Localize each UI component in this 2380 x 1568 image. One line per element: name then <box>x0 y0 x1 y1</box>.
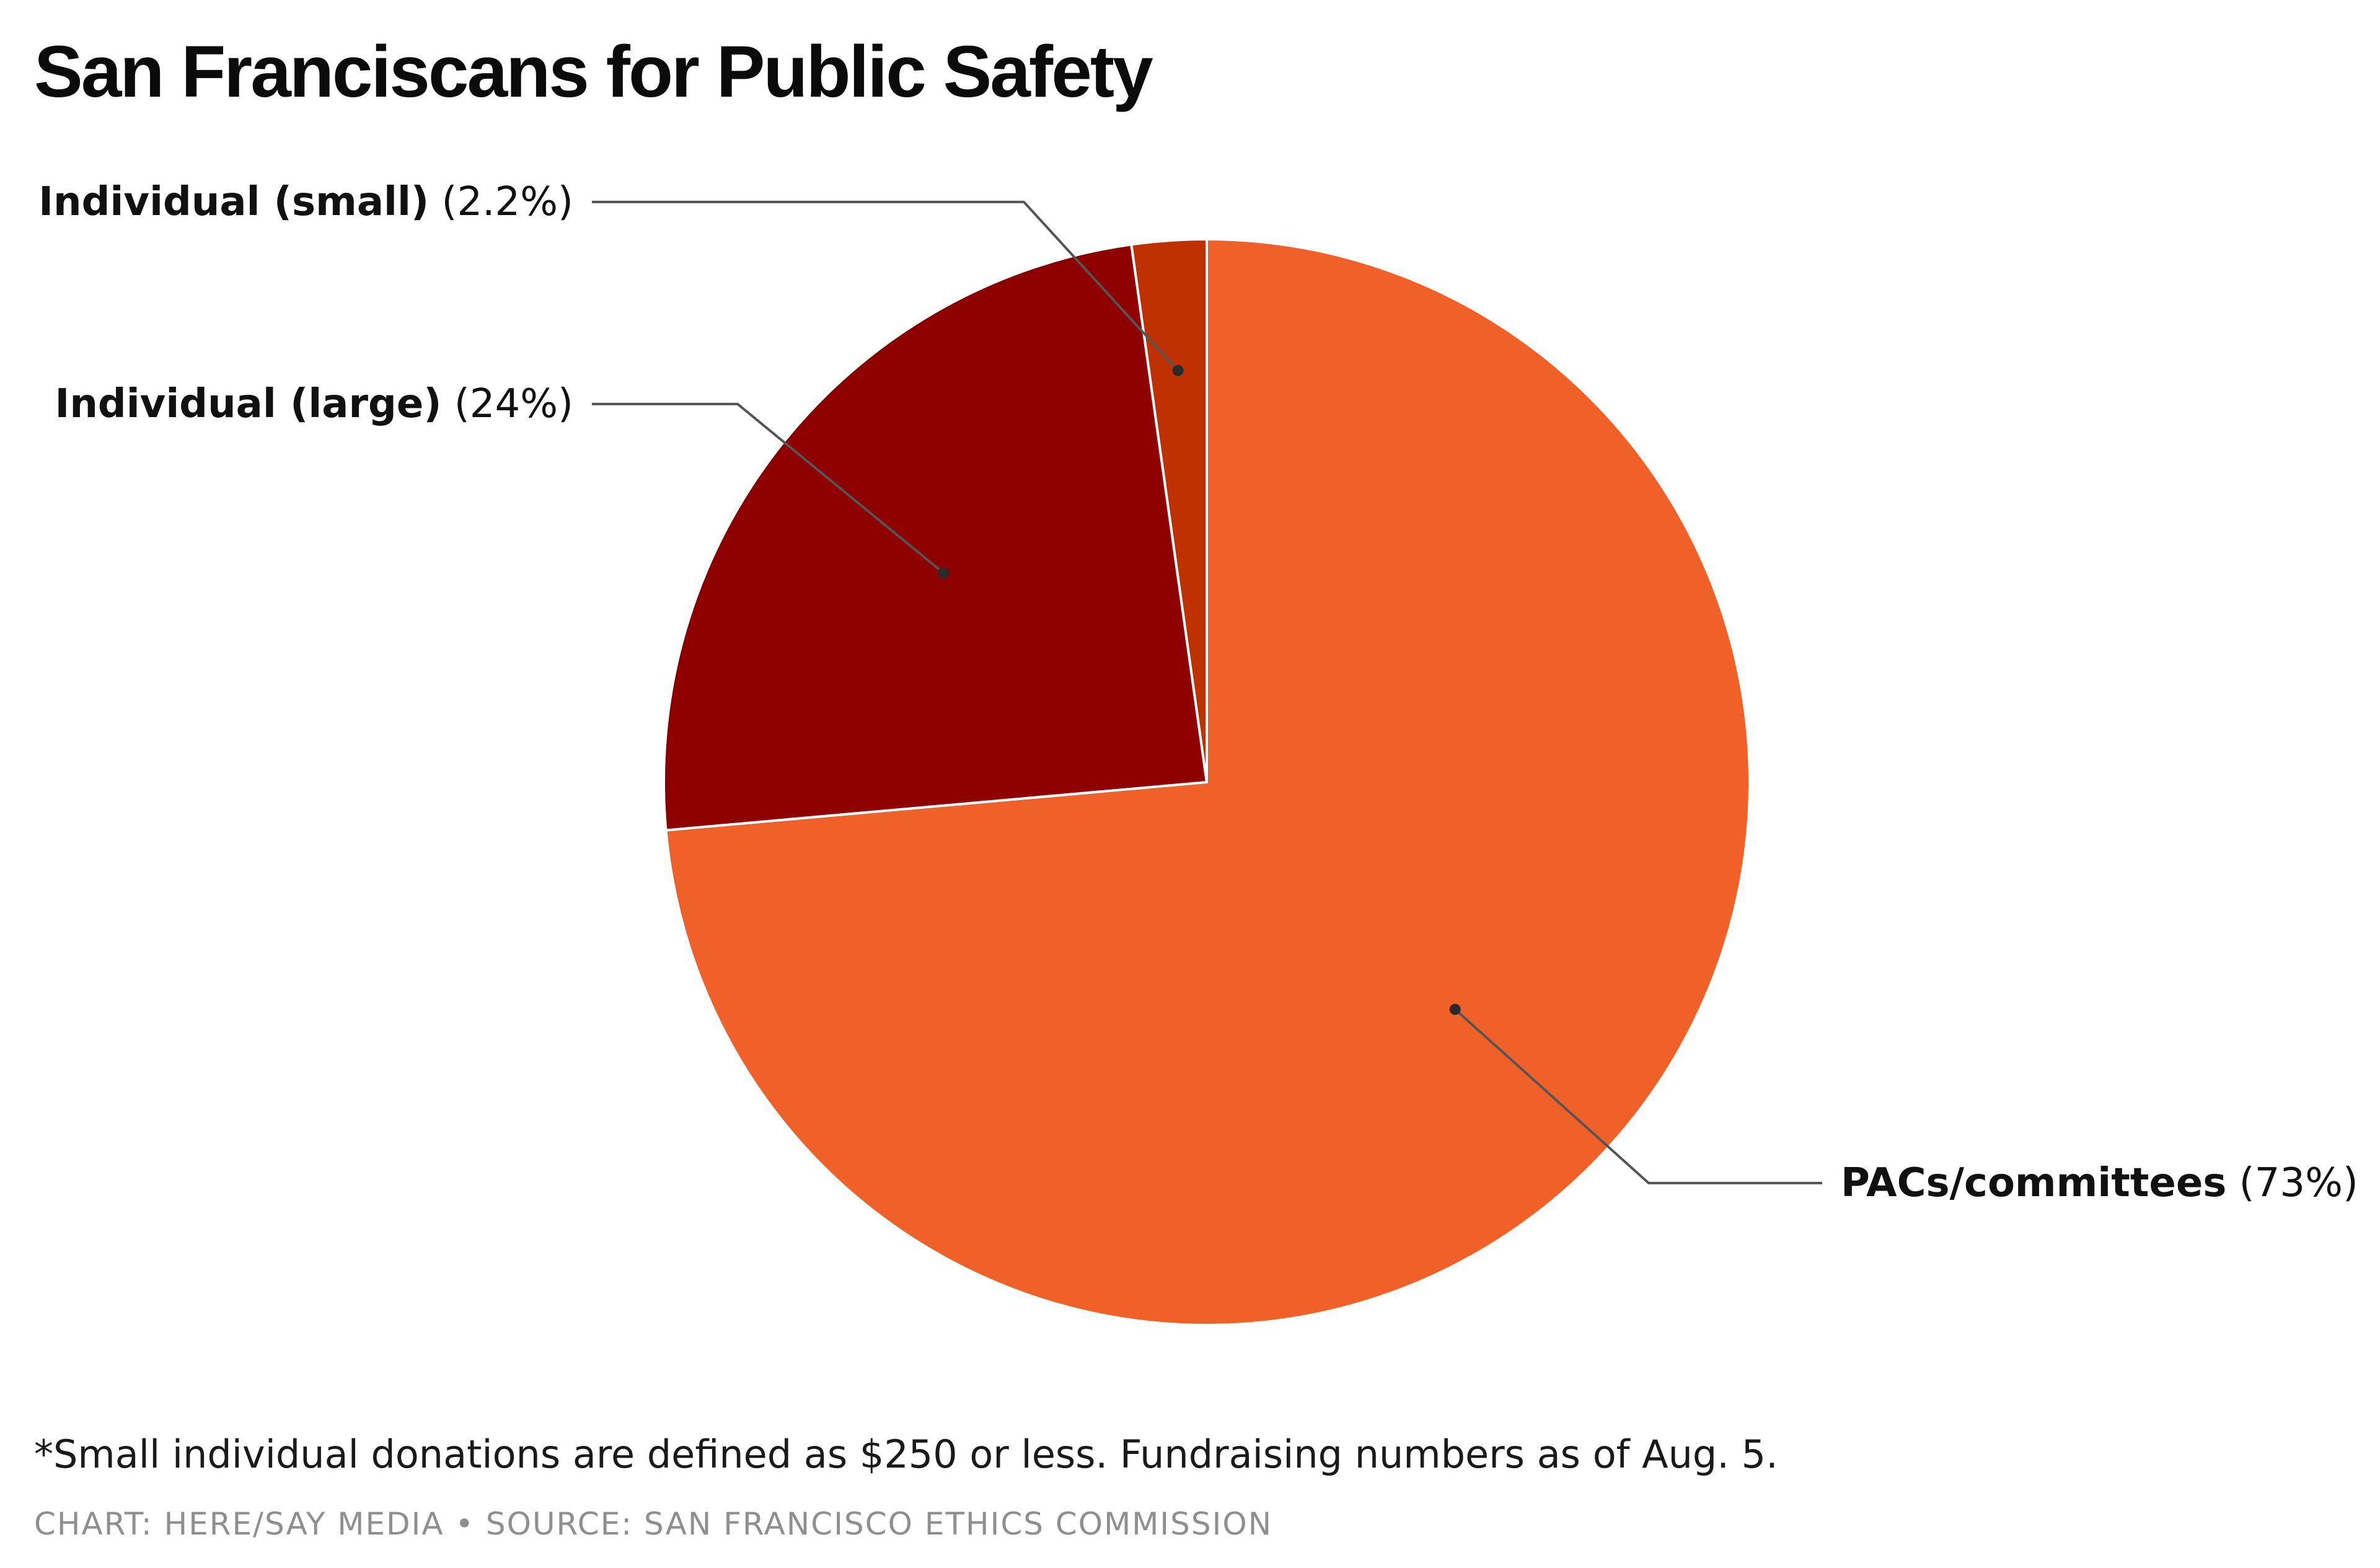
chart-credit: CHART: HERE/SAY MEDIA • SOURCE: SAN FRAN… <box>34 1506 1273 1542</box>
slice-label-percent: (24%) <box>441 381 573 427</box>
slice-label-name: PACs/committees <box>1841 1160 2226 1206</box>
slice-label-name: Individual (large) <box>55 381 442 427</box>
leader-dot-individual-small <box>1172 364 1184 376</box>
pie-slices <box>663 238 1751 1326</box>
slice-label-percent: (73%) <box>2226 1160 2358 1206</box>
pie-slice-individual-small <box>1130 238 1208 783</box>
chart-title: San Franciscans for Public Safety <box>34 31 1153 113</box>
leader-dot-individual-large <box>937 567 949 579</box>
slice-label-individual-large: Individual (large) (24%) <box>55 381 574 427</box>
pie-labels: PACs/committees (73%) Individual (large) … <box>38 179 2358 1206</box>
slice-label-pacs-committees: PACs/committees (73%) <box>1841 1160 2358 1206</box>
slice-label-individual-small: Individual (small) (2.2%) <box>38 179 573 225</box>
leader-line-pacs-committees <box>1454 1008 1822 1184</box>
footnote: *Small individual donations are defined … <box>34 1432 1778 1477</box>
leader-line-individual-small <box>592 200 1179 372</box>
slice-label-percent: (2.2%) <box>429 179 573 225</box>
leader-dot-pacs-committees <box>1449 1003 1461 1015</box>
leader-line-individual-large <box>592 402 945 574</box>
pie-slice-individual-large <box>663 243 1208 832</box>
slice-label-name: Individual (small) <box>38 179 429 225</box>
